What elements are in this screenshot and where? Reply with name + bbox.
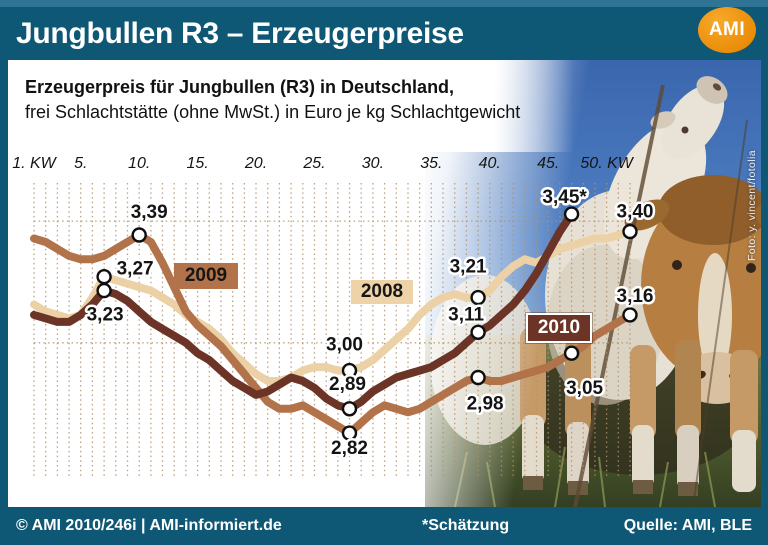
series-label-2008: 2008 (351, 280, 413, 304)
subtitle-line2: frei Schlachtstätte (ohne MwSt.) in Euro… (25, 102, 521, 122)
x-tick-50: 50. KW (580, 155, 633, 172)
page-title: Jungbullen R3 – Erzeugerpreise (16, 17, 464, 50)
series-label-2009: 2009 (174, 263, 238, 289)
shadow (525, 335, 755, 475)
x-tick-10: 10. (128, 155, 151, 172)
x-axis: 1. KW 5. 10. 15. 20. 25. 30. 35. 40. 45. 50. KW (0, 155, 768, 175)
photo-credit: Foto: y. vincent/fotolia (746, 150, 758, 261)
fence-stick (573, 84, 665, 507)
fence-wire (692, 119, 748, 507)
subtitle-line1: Erzeugerpreis für Jungbullen (R3) in Deu… (25, 77, 455, 97)
x-tick-40: 40. (478, 155, 501, 172)
x-tick-15: 15. (186, 155, 209, 172)
grass-blades (454, 446, 716, 507)
x-tick-5: 5. (74, 155, 88, 172)
chart-subtitle: Erzeugerpreis für Jungbullen (R3) in Deu… (8, 60, 573, 152)
ami-logo: AMI (698, 7, 756, 53)
cattle-legs (520, 328, 758, 496)
x-tick-20: 20. (244, 155, 268, 172)
series-label-2010: 2010 (526, 313, 592, 343)
footer-source: Quelle: AMI, BLE (623, 517, 752, 534)
header: Jungbullen R3 – Erzeugerpreise AMI (0, 0, 768, 60)
x-tick-45: 45. (537, 155, 560, 172)
x-tick-30: 30. (361, 155, 385, 172)
brown-cow (624, 175, 761, 404)
x-tick-1: 1. KW (12, 155, 56, 172)
footer: © AMI 2010/246i | AMI-informiert.de *Sch… (0, 507, 768, 545)
footer-footnote: *Schätzung (422, 517, 510, 534)
background-cow (430, 275, 540, 445)
grass (425, 335, 761, 507)
x-tick-35: 35. (420, 155, 443, 172)
x-tick-25: 25. (303, 155, 326, 172)
white-cow (545, 76, 728, 405)
ami-logo-text: AMI (708, 19, 746, 40)
footer-copyright: © AMI 2010/246i | AMI-informiert.de (16, 517, 282, 534)
